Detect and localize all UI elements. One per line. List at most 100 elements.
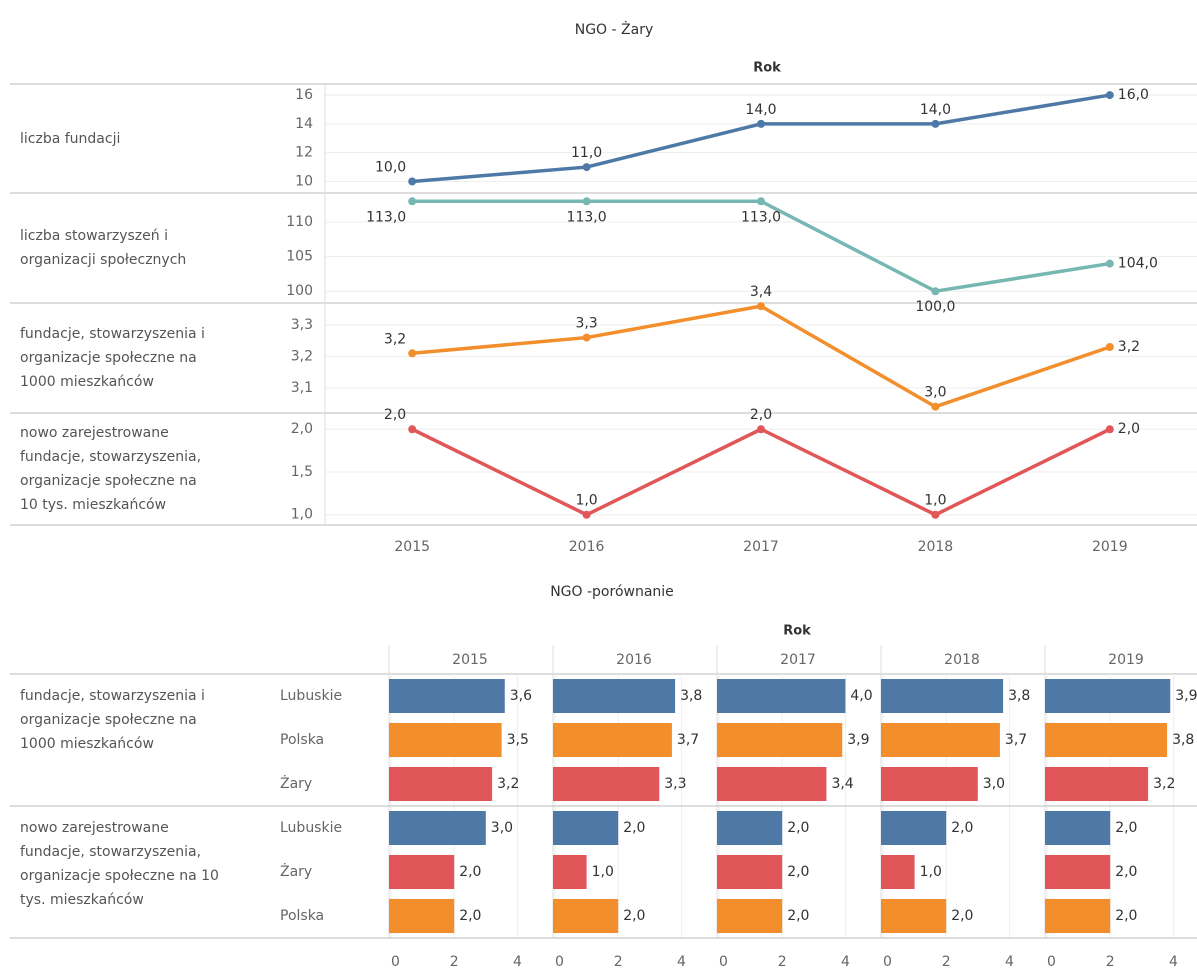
y-tick-label: 14 <box>295 116 313 132</box>
bar <box>553 679 676 713</box>
data-label: 3,8 <box>680 688 702 704</box>
x-tick-label: 0 <box>719 954 728 970</box>
bar <box>553 767 660 801</box>
x-tick-label: 0 <box>555 954 564 970</box>
bar <box>1045 811 1111 845</box>
bar <box>1045 767 1149 801</box>
x-tick-label: 2 <box>1106 954 1115 970</box>
y-tick-label: 110 <box>286 214 313 230</box>
column-header: Rok <box>753 61 781 76</box>
data-label: 3,9 <box>1175 688 1197 704</box>
data-label: 100,0 <box>915 299 955 315</box>
bar <box>881 723 1000 757</box>
x-tick-label: 0 <box>391 954 400 970</box>
data-label: 113,0 <box>567 209 607 225</box>
point <box>1105 259 1114 268</box>
data-label: 3,0 <box>491 820 513 836</box>
data-label: 2,0 <box>1115 820 1137 836</box>
row-label: 1000 mieszkańców <box>20 374 154 390</box>
bar <box>389 723 502 757</box>
x-tick-label: 2015 <box>394 539 430 555</box>
data-label: 14,0 <box>745 102 776 118</box>
point <box>757 425 765 434</box>
y-tick-label: 16 <box>295 87 313 103</box>
row-label: nowo zarejestrowane <box>20 425 169 441</box>
column-header: Rok <box>783 624 811 639</box>
data-label: 2,0 <box>459 864 481 880</box>
data-label: 3,4 <box>831 776 853 792</box>
bar <box>1045 679 1171 713</box>
point <box>408 425 417 434</box>
bar <box>881 899 947 933</box>
row-label: fundacje, stowarzyszenia i <box>20 688 205 704</box>
bar <box>553 811 619 845</box>
column-label: 2016 <box>616 652 652 668</box>
bar <box>389 811 486 845</box>
bar <box>881 811 947 845</box>
y-tick-label: 3,3 <box>291 317 313 333</box>
x-tick-label: 2 <box>942 954 951 970</box>
data-label: 2,0 <box>787 864 809 880</box>
x-tick-label: 4 <box>513 954 522 970</box>
x-tick-label: 2017 <box>743 539 779 555</box>
column-label: 2017 <box>780 652 816 668</box>
bar <box>717 767 827 801</box>
point <box>931 287 940 296</box>
data-label: 3,3 <box>575 316 597 332</box>
x-tick-label: 0 <box>1047 954 1056 970</box>
data-label: 104,0 <box>1118 256 1158 272</box>
data-label: 3,2 <box>384 331 406 347</box>
bar <box>717 723 843 757</box>
row-label: organizacji społecznych <box>20 252 186 268</box>
data-label: 2,0 <box>1118 421 1140 437</box>
bar <box>717 855 783 889</box>
row-label: liczba fundacji <box>20 131 120 147</box>
column-label: 2019 <box>1108 652 1144 668</box>
data-label: 113,0 <box>366 209 406 225</box>
row-label: organizacje społeczne na <box>20 350 197 366</box>
point <box>757 302 765 311</box>
data-label: 3,3 <box>664 776 686 792</box>
point <box>757 119 765 128</box>
data-label: 2,0 <box>787 820 809 836</box>
x-tick-label: 2 <box>614 954 623 970</box>
data-label: 3,4 <box>750 284 772 300</box>
bar <box>553 723 672 757</box>
point <box>931 510 940 519</box>
data-label: 3,9 <box>847 732 869 748</box>
data-label: 2,0 <box>459 908 481 924</box>
y-tick-label: 12 <box>295 145 313 161</box>
data-label: 2,0 <box>1115 908 1137 924</box>
row-label: organizacje społeczne na 10 <box>20 868 219 884</box>
row-label: organizacje społeczne na <box>20 473 197 489</box>
bar <box>881 767 978 801</box>
bar <box>553 855 587 889</box>
data-label: 3,2 <box>1118 339 1140 355</box>
y-tick-label: 105 <box>286 249 313 265</box>
legend-label: Żary <box>280 862 312 880</box>
data-label: 2,0 <box>384 407 406 423</box>
data-label: 2,0 <box>787 908 809 924</box>
bar <box>389 855 455 889</box>
y-tick-label: 100 <box>286 283 313 299</box>
bar <box>389 679 505 713</box>
data-label: 1,0 <box>920 864 942 880</box>
point <box>582 333 591 342</box>
point <box>408 349 417 358</box>
data-label: 3,8 <box>1172 732 1194 748</box>
data-label: 3,2 <box>497 776 519 792</box>
column-label: 2018 <box>944 652 980 668</box>
y-tick-label: 10 <box>295 173 313 189</box>
data-label: 14,0 <box>920 102 951 118</box>
row-label: fundacje, stowarzyszenia i <box>20 326 205 342</box>
data-label: 1,0 <box>575 493 597 509</box>
data-label: 2,0 <box>951 820 973 836</box>
bar <box>1045 899 1111 933</box>
point <box>408 197 417 206</box>
data-label: 3,6 <box>510 688 532 704</box>
bar <box>717 679 846 713</box>
data-label: 3,7 <box>1005 732 1027 748</box>
column-label: 2015 <box>452 652 488 668</box>
legend-label: Lubuskie <box>280 688 342 704</box>
